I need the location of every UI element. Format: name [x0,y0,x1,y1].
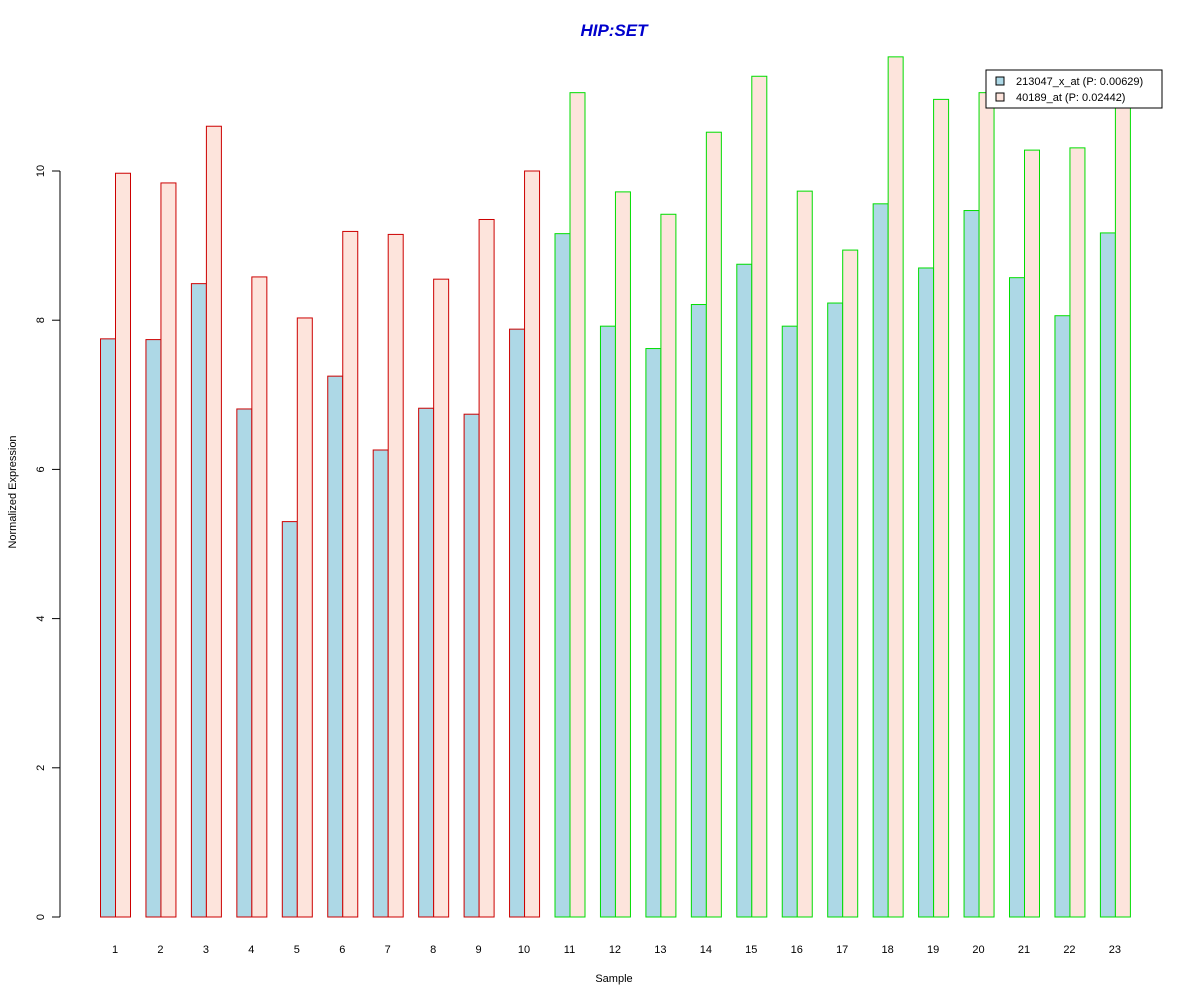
bar-sample-17-series-2 [842,249,859,918]
x-tick-label: 12 [609,944,621,956]
x-tick-label: 13 [654,944,666,956]
x-tick-label: 18 [882,944,894,956]
legend-swatch-1 [995,76,1005,86]
bar-sample-18-series-2 [887,56,904,918]
bar-sample-16-series-2 [796,190,813,918]
y-tick-label: 6 [35,466,47,472]
y-tick-label: 10 [35,165,47,177]
legend: 213047_x_at (P: 0.00629) 40189_at (P: 0.0… [985,69,1163,109]
x-tick-label: 8 [430,944,436,956]
x-tick-label: 19 [927,944,939,956]
x-tick-label: 20 [972,944,984,956]
x-tick-label: 10 [518,944,530,956]
y-tick-label: 4 [35,616,47,622]
bar-sample-21-series-2 [1024,149,1040,918]
x-tick-label: 11 [564,944,575,956]
bar-sample-17-series-1 [827,302,844,918]
x-tick-label: 17 [836,944,848,956]
bar-sample-3-series-2 [205,125,222,918]
bar-sample-23-series-1 [1099,232,1116,918]
bar-sample-20-series-1 [963,210,980,918]
bar-sample-13-series-2 [660,213,677,918]
bar-sample-19-series-2 [933,98,950,918]
bar-sample-7-series-2 [387,233,404,918]
bar-sample-22-series-1 [1054,315,1071,918]
y-tick-label: 8 [35,317,47,323]
bar-sample-4-series-2 [251,276,268,918]
bar-sample-21-series-1 [1009,277,1025,918]
bar-sample-11-series-1 [554,233,571,918]
x-axis: 1 2 3 4 5 6 7 8 9 10 11 12 13 14 15 16 17 18 19 20 21 22 23 [112,944,1121,956]
x-tick-label: 3 [203,944,209,956]
x-tick-label: 2 [157,944,163,956]
bars-group [100,56,1131,918]
legend-swatch-2 [995,92,1005,102]
bar-sample-8-series-2 [433,278,450,918]
x-tick-label: 22 [1063,944,1075,956]
x-tick-label: 14 [700,944,712,956]
x-tick-label: 16 [791,944,803,956]
bar-sample-23-series-2 [1114,99,1131,918]
x-tick-label: 7 [385,944,391,956]
bar-sample-2-series-2 [160,182,177,918]
bar-sample-3-series-1 [190,283,207,918]
bar-sample-14-series-2 [705,131,722,918]
x-axis-label: Sample [595,973,632,985]
bar-sample-11-series-2 [569,92,586,918]
bar-sample-12-series-1 [599,325,616,918]
bar-sample-9-series-1 [463,413,480,918]
bar-sample-5-series-1 [281,521,298,918]
x-tick-label: 4 [248,944,254,956]
bar-sample-7-series-1 [372,449,389,918]
bar-sample-22-series-2 [1069,147,1086,918]
bar-sample-6-series-2 [342,230,359,918]
x-tick-label: 15 [745,944,757,956]
y-tick-label: 0 [35,914,47,920]
x-tick-label: 6 [339,944,345,956]
x-tick-label: 1 [112,944,118,956]
y-axis: 0 2 4 6 8 10 [35,165,61,920]
bar-sample-4-series-1 [236,408,253,918]
legend-label-1: 213047_x_at (P: 0.00629) [1016,76,1143,88]
bar-sample-10-series-1 [509,328,526,918]
bar-sample-6-series-1 [327,375,344,918]
bar-sample-18-series-1 [872,203,889,918]
bar-sample-13-series-1 [645,348,662,918]
bar-sample-5-series-2 [296,317,313,918]
bar-sample-20-series-2 [978,92,995,918]
legend-box [985,69,1163,109]
x-tick-label: 23 [1109,944,1121,956]
bar-sample-8-series-1 [418,407,435,918]
legend-label-2: 40189_at (P: 0.02442) [1016,92,1125,104]
y-axis-label: Normalized Expression [7,435,19,548]
bar-sample-9-series-2 [478,218,495,918]
bar-sample-15-series-2 [751,75,768,918]
bar-sample-1-series-2 [115,172,131,918]
bar-sample-2-series-1 [145,339,162,918]
x-tick-label: 9 [476,944,482,956]
bar-sample-14-series-1 [690,304,707,918]
bar-sample-19-series-1 [918,267,935,918]
y-tick-label: 2 [35,765,47,771]
x-tick-label: 21 [1018,944,1030,956]
bar-sample-1-series-1 [100,338,116,918]
bar-sample-10-series-2 [524,170,541,918]
bar-sample-16-series-1 [781,325,798,918]
bar-sample-15-series-1 [736,263,753,918]
bar-sample-12-series-2 [614,191,631,918]
chart-title: HIP:SET [580,21,649,40]
x-tick-label: 5 [294,944,300,956]
